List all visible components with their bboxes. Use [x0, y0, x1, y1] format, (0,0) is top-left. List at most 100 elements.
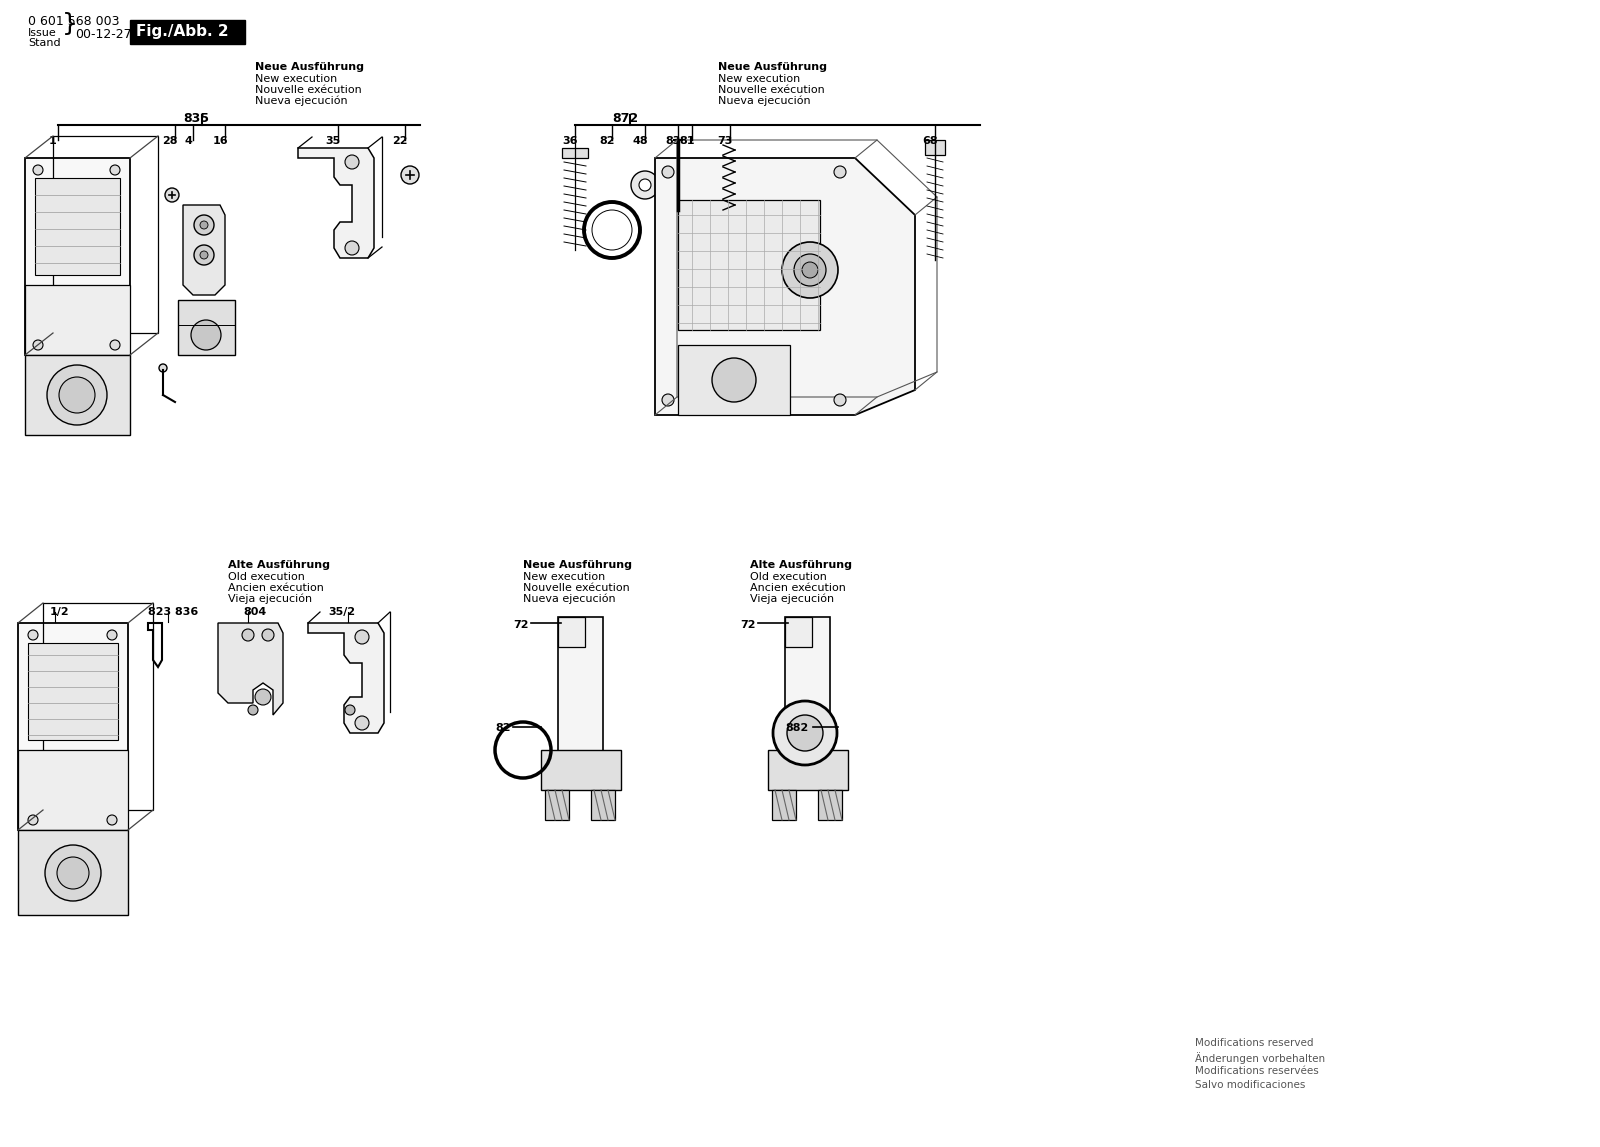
- Text: Alte Ausführung: Alte Ausführung: [229, 560, 330, 570]
- Circle shape: [158, 364, 166, 372]
- Circle shape: [194, 245, 214, 265]
- Circle shape: [346, 705, 355, 715]
- Text: 82: 82: [600, 136, 614, 146]
- Polygon shape: [558, 617, 586, 647]
- Text: 804: 804: [243, 607, 266, 617]
- Text: 16: 16: [213, 136, 227, 146]
- Circle shape: [773, 701, 837, 765]
- Circle shape: [110, 165, 120, 175]
- Text: Vieja ejecución: Vieja ejecución: [750, 594, 834, 604]
- Circle shape: [110, 340, 120, 350]
- Text: 48: 48: [632, 136, 648, 146]
- Circle shape: [355, 630, 370, 643]
- Polygon shape: [26, 284, 130, 356]
- Polygon shape: [562, 148, 589, 158]
- Circle shape: [107, 630, 117, 640]
- Polygon shape: [768, 750, 848, 790]
- Text: 73: 73: [717, 136, 733, 146]
- Text: 72: 72: [739, 621, 755, 630]
- Circle shape: [107, 816, 117, 825]
- Circle shape: [802, 262, 818, 278]
- Circle shape: [346, 241, 358, 255]
- Text: Neue Ausführung: Neue Ausführung: [718, 62, 827, 72]
- Circle shape: [787, 715, 822, 751]
- Text: 872: 872: [611, 112, 638, 125]
- Circle shape: [794, 253, 826, 286]
- Polygon shape: [18, 623, 128, 830]
- Polygon shape: [925, 140, 946, 155]
- Text: 82: 82: [494, 723, 510, 733]
- Text: Nueva ejecución: Nueva ejecución: [718, 96, 811, 107]
- Polygon shape: [307, 623, 384, 733]
- Circle shape: [200, 251, 208, 259]
- Text: 1/2: 1/2: [50, 607, 70, 617]
- Circle shape: [248, 705, 258, 715]
- Circle shape: [34, 165, 43, 175]
- Circle shape: [194, 214, 214, 235]
- Text: Neue Ausführung: Neue Ausführung: [254, 62, 365, 72]
- Text: Salvo modificaciones: Salvo modificaciones: [1195, 1080, 1306, 1090]
- Polygon shape: [654, 158, 915, 415]
- Circle shape: [190, 320, 221, 350]
- Polygon shape: [29, 643, 118, 740]
- Text: 1: 1: [50, 136, 58, 146]
- Text: Ancien exécution: Ancien exécution: [750, 583, 846, 593]
- Text: Fig./Abb. 2: Fig./Abb. 2: [136, 24, 229, 39]
- Circle shape: [834, 166, 846, 178]
- Text: Alte Ausführung: Alte Ausführung: [750, 560, 851, 570]
- Polygon shape: [818, 790, 842, 820]
- Text: Old execution: Old execution: [750, 572, 827, 582]
- Circle shape: [355, 716, 370, 729]
- Circle shape: [254, 689, 270, 705]
- Text: 4: 4: [184, 136, 192, 146]
- Circle shape: [34, 340, 43, 350]
- Text: Neue Ausführung: Neue Ausführung: [523, 560, 632, 570]
- Text: New execution: New execution: [718, 75, 800, 84]
- Polygon shape: [541, 750, 621, 790]
- Polygon shape: [298, 148, 374, 258]
- Circle shape: [662, 166, 674, 178]
- Text: Modifications reserved: Modifications reserved: [1195, 1038, 1314, 1048]
- Text: 36: 36: [562, 136, 578, 146]
- Polygon shape: [18, 830, 128, 915]
- Polygon shape: [26, 158, 130, 356]
- Circle shape: [630, 171, 659, 198]
- Polygon shape: [590, 790, 614, 820]
- Circle shape: [712, 358, 757, 401]
- Text: 35: 35: [325, 136, 341, 146]
- Text: Old execution: Old execution: [229, 572, 306, 582]
- Text: }: }: [62, 11, 78, 36]
- Polygon shape: [678, 200, 819, 330]
- Text: Issue: Issue: [29, 28, 56, 38]
- Circle shape: [58, 857, 90, 889]
- Circle shape: [29, 816, 38, 825]
- Circle shape: [45, 845, 101, 902]
- Circle shape: [46, 365, 107, 426]
- Text: 81: 81: [680, 136, 694, 146]
- Text: 00-12-27: 00-12-27: [75, 28, 131, 41]
- Circle shape: [262, 629, 274, 641]
- Polygon shape: [558, 617, 603, 770]
- Circle shape: [782, 242, 838, 298]
- Text: Modifications reservées: Modifications reservées: [1195, 1066, 1318, 1076]
- Polygon shape: [546, 790, 570, 820]
- Circle shape: [682, 167, 702, 188]
- Circle shape: [29, 630, 38, 640]
- Text: Ancien exécution: Ancien exécution: [229, 583, 323, 593]
- Circle shape: [638, 179, 651, 192]
- Text: 72: 72: [514, 621, 528, 630]
- Polygon shape: [178, 301, 235, 356]
- Text: Änderungen vorbehalten: Änderungen vorbehalten: [1195, 1052, 1325, 1064]
- Circle shape: [200, 221, 208, 229]
- Text: Vieja ejecución: Vieja ejecución: [229, 594, 312, 604]
- Text: Nouvelle exécution: Nouvelle exécution: [718, 85, 824, 95]
- Polygon shape: [771, 790, 797, 820]
- Polygon shape: [786, 617, 813, 647]
- Text: New execution: New execution: [254, 75, 338, 84]
- Circle shape: [242, 629, 254, 641]
- Text: Nouvelle exécution: Nouvelle exécution: [254, 85, 362, 95]
- Text: Nouvelle exécution: Nouvelle exécution: [523, 583, 630, 593]
- Text: 835: 835: [182, 112, 210, 125]
- Text: Nueva ejecución: Nueva ejecución: [254, 96, 347, 107]
- Text: 0 601 568 003: 0 601 568 003: [29, 15, 120, 28]
